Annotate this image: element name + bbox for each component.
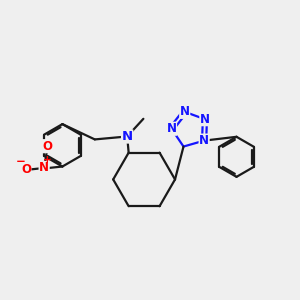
Text: N: N: [180, 105, 190, 118]
Text: +: +: [43, 155, 52, 165]
Text: −: −: [16, 155, 26, 168]
Text: N: N: [167, 122, 176, 135]
Text: N: N: [200, 113, 210, 126]
Text: O: O: [21, 163, 31, 176]
Text: N: N: [39, 161, 49, 175]
Text: O: O: [42, 140, 52, 153]
Text: N: N: [122, 130, 133, 143]
Text: N: N: [199, 134, 209, 147]
